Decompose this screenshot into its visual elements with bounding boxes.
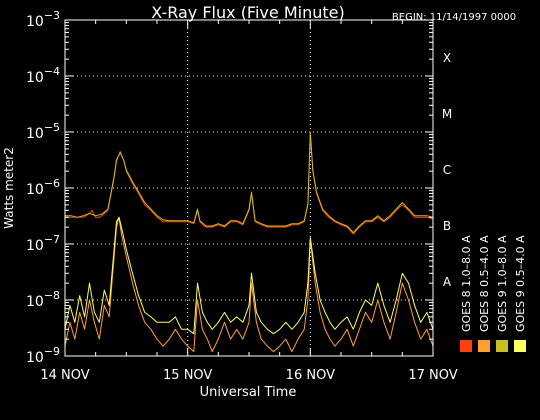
- x-tick-label: 16 NOV: [286, 368, 335, 383]
- y-tick-label: 10−3: [26, 9, 60, 30]
- y-tick-label: 10−7: [26, 233, 60, 254]
- series-line: [64, 216, 434, 335]
- x-tick-label: 17 NOV: [408, 368, 457, 383]
- x-axis-ticks: 14 NOV 15 NOV 16 NOV 17 NOV: [40, 20, 458, 383]
- flare-class-label: M: [442, 107, 452, 121]
- flare-class-label: A: [443, 275, 452, 289]
- flare-class-labels: A B C M X: [442, 51, 452, 289]
- legend-label: GOES 8 1.0–8.0 A: [460, 235, 473, 332]
- series-lines: [64, 131, 434, 353]
- legend-swatch: [496, 340, 508, 352]
- legend-label: GOES 9 1.0–8.0 A: [496, 235, 509, 332]
- series-line: [65, 132, 434, 234]
- legend-swatch: [460, 340, 472, 352]
- flare-class-label: C: [443, 163, 451, 177]
- flare-class-label: B: [443, 219, 451, 233]
- legend: GOES 8 1.0–8.0 A GOES 8 0.5–4.0 A GOES 9 1…: [460, 235, 527, 352]
- y-tick-label: 10−9: [26, 345, 60, 366]
- chart-title: X-Ray Flux (Five Minute): [151, 3, 344, 22]
- series-line: [65, 131, 434, 235]
- series-line: [64, 216, 434, 353]
- x-tick-label: 14 NOV: [40, 368, 89, 383]
- x-tick-label: 15 NOV: [163, 368, 212, 383]
- legend-label: GOES 8 0.5–4.0 A: [478, 235, 491, 332]
- legend-label: GOES 9 0.5–4.0 A: [514, 235, 527, 332]
- y-tick-label: 10−6: [26, 177, 60, 198]
- flare-class-label: X: [443, 51, 451, 65]
- y-axis-label: Watts meter2: [2, 147, 16, 229]
- x-axis-label: Universal Time: [200, 385, 297, 400]
- begin-label: BEGIN: 11/14/1997 0000: [392, 12, 516, 23]
- y-tick-label: 10−8: [26, 289, 60, 310]
- y-tick-label: 10−4: [26, 65, 60, 86]
- legend-swatch: [514, 340, 526, 352]
- legend-swatch: [478, 340, 490, 352]
- y-tick-label: 10−5: [26, 121, 60, 142]
